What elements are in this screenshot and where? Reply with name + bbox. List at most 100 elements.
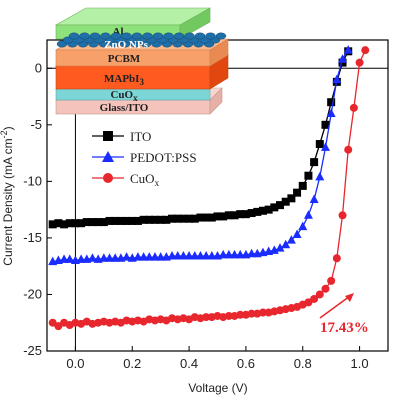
data-point	[144, 252, 154, 261]
data-point	[258, 206, 267, 215]
legend-marker-ito	[103, 131, 113, 141]
data-point	[332, 254, 341, 263]
data-point	[304, 171, 313, 180]
data-point	[173, 214, 182, 223]
zno-sphere	[173, 32, 185, 40]
data-point	[54, 219, 63, 228]
data-point	[185, 214, 194, 223]
y-tick-label: -5	[30, 117, 42, 132]
data-point	[315, 140, 324, 149]
data-point	[247, 209, 256, 218]
data-point	[105, 253, 115, 262]
data-point	[321, 284, 330, 293]
data-point	[156, 215, 165, 224]
data-point	[326, 108, 336, 118]
x-axis-ticks: 0.0 0.2 0.4 0.6 0.8 1.0	[66, 346, 369, 371]
data-point	[71, 219, 80, 228]
data-point	[275, 243, 285, 252]
x-tick-label: 1.0	[351, 356, 369, 371]
data-point	[286, 235, 296, 244]
y-tick-label: -15	[23, 230, 42, 245]
data-point	[196, 213, 205, 222]
x-axis-title: Voltage (V)	[188, 381, 247, 395]
data-point	[343, 45, 353, 54]
series-1	[48, 45, 353, 266]
layer-label-zno: ZnO NPs	[104, 39, 148, 51]
data-point	[230, 211, 239, 220]
data-point	[292, 229, 302, 239]
data-point	[207, 251, 217, 260]
y-tick-label: -25	[23, 343, 42, 358]
series-group	[48, 45, 370, 331]
data-point	[241, 210, 250, 219]
data-point	[48, 220, 57, 229]
data-point	[253, 207, 262, 216]
zno-sphere	[79, 32, 90, 40]
data-point	[87, 253, 97, 262]
efficiency-annotation: 17.43%	[319, 293, 369, 336]
data-point	[247, 248, 257, 258]
zno-sphere	[163, 32, 174, 40]
data-point	[133, 216, 142, 225]
data-point	[235, 249, 245, 259]
data-point	[303, 210, 313, 219]
data-point	[224, 249, 234, 259]
data-point	[122, 252, 132, 261]
layer-label-glass: Glass/ITO	[100, 102, 149, 114]
series-2	[48, 46, 370, 331]
annotation-arrowhead	[345, 293, 354, 302]
data-point	[201, 251, 211, 260]
data-point	[287, 194, 296, 203]
layer-glass-edge	[209, 87, 223, 115]
legend-item-ito: ITO	[92, 129, 151, 144]
data-point	[309, 194, 319, 203]
data-point	[82, 218, 91, 227]
data-point	[349, 103, 358, 112]
data-point	[59, 254, 69, 263]
data-point	[105, 216, 114, 225]
data-point	[150, 215, 159, 224]
data-point	[190, 251, 200, 260]
layer-label-mapbi3: MAPbI3	[104, 73, 144, 87]
data-point	[355, 58, 364, 67]
data-point	[207, 213, 216, 222]
data-point	[99, 218, 108, 227]
zno-sphere	[194, 32, 206, 40]
data-point	[332, 74, 342, 84]
zno-sphere	[89, 32, 101, 40]
data-point	[270, 203, 279, 212]
data-point	[344, 145, 353, 154]
data-point	[162, 215, 171, 224]
data-point	[281, 197, 290, 206]
legend-label-cuox: CuOx	[130, 171, 160, 188]
data-point	[236, 310, 245, 319]
data-point	[60, 220, 69, 229]
data-point	[236, 210, 245, 219]
annotation-label: 17.43%	[320, 320, 369, 336]
y-tick-label: -10	[23, 173, 42, 188]
x-tick-label: 0.4	[180, 356, 198, 371]
device-inset: Glass/ITO CuOx MAPbI3 PCBM Al ZnO NPs	[54, 7, 230, 115]
data-point	[327, 98, 336, 107]
layer-label-al: Al	[113, 26, 124, 38]
data-point	[293, 188, 302, 197]
data-point	[173, 251, 183, 260]
data-point	[310, 158, 319, 167]
data-point	[145, 215, 154, 224]
data-point	[310, 294, 319, 303]
data-point	[150, 252, 160, 261]
x-tick-label: 0.0	[66, 356, 84, 371]
data-point	[321, 120, 330, 129]
zno-sphere	[121, 32, 132, 40]
x-tick-label: 0.2	[123, 356, 141, 371]
data-point	[202, 213, 211, 222]
legend-marker-cuox	[103, 173, 113, 183]
y-axis-ticks: 0 -5 -10 -15 -20 -25	[23, 60, 52, 358]
data-point	[111, 216, 120, 225]
zno-sphere	[152, 32, 164, 40]
zno-sphere	[68, 32, 80, 40]
data-point	[65, 254, 75, 263]
y-tick-label: 0	[35, 60, 42, 75]
zno-sphere	[205, 32, 216, 40]
data-point	[76, 254, 86, 263]
